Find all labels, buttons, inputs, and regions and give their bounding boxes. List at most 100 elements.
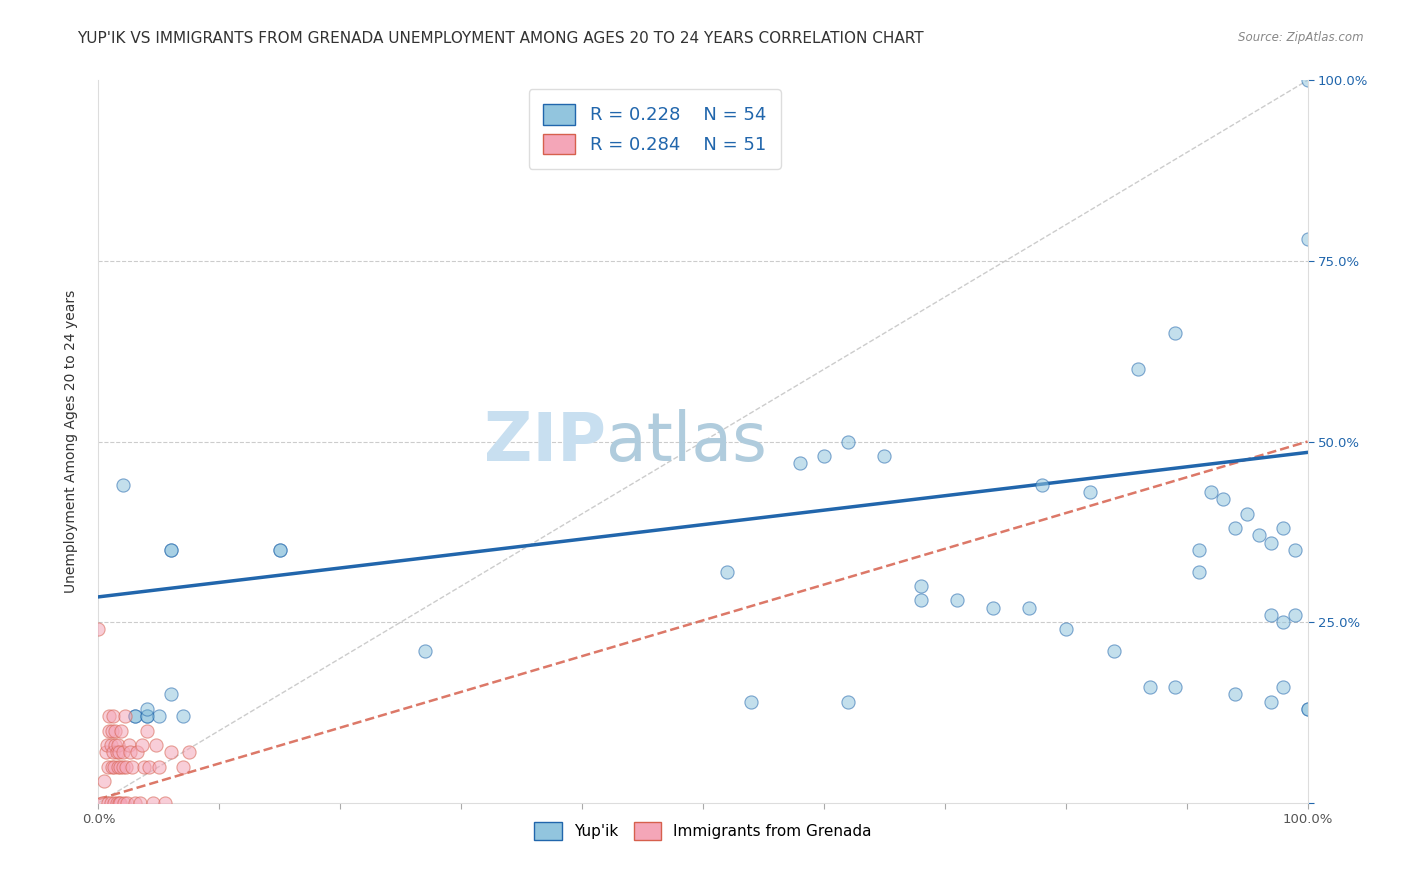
Point <box>124 709 146 723</box>
Point <box>1296 702 1319 716</box>
Point <box>107 760 129 774</box>
Point <box>179 745 201 759</box>
Point <box>837 434 859 449</box>
Point <box>105 745 128 759</box>
Point <box>1272 521 1295 535</box>
Point <box>148 760 170 774</box>
Point <box>108 796 131 810</box>
Point <box>1031 478 1053 492</box>
Point <box>124 709 146 723</box>
Point <box>1163 680 1185 694</box>
Point <box>837 695 859 709</box>
Point <box>114 709 136 723</box>
Point <box>121 760 143 774</box>
Point <box>138 760 160 774</box>
Point <box>1139 680 1161 694</box>
Point <box>1163 326 1185 340</box>
Point <box>101 709 124 723</box>
Point <box>107 738 129 752</box>
Point <box>100 760 122 774</box>
Point <box>1188 542 1211 557</box>
Point <box>100 796 122 810</box>
Point <box>269 542 291 557</box>
Point <box>1128 362 1150 376</box>
Y-axis label: Unemployment Among Ages 20 to 24 years: Unemployment Among Ages 20 to 24 years <box>63 290 77 593</box>
Point <box>1272 615 1295 630</box>
Point <box>135 709 157 723</box>
Point <box>789 456 811 470</box>
Point <box>87 623 110 637</box>
Point <box>100 738 122 752</box>
Point <box>1272 680 1295 694</box>
Point <box>910 579 932 593</box>
Point <box>103 760 125 774</box>
Point <box>1296 232 1319 246</box>
Point <box>946 593 969 607</box>
Point <box>117 796 139 810</box>
Point <box>104 723 127 738</box>
Point <box>160 542 183 557</box>
Point <box>96 738 118 752</box>
Point <box>134 760 156 774</box>
Point <box>716 565 738 579</box>
Point <box>124 796 146 810</box>
Point <box>108 745 131 759</box>
Point <box>98 723 121 738</box>
Point <box>111 745 134 759</box>
Point <box>111 478 134 492</box>
Point <box>1102 644 1125 658</box>
Point <box>172 760 194 774</box>
Point <box>115 760 138 774</box>
Point <box>108 760 131 774</box>
Point <box>153 796 176 810</box>
Text: atlas: atlas <box>606 409 768 475</box>
Point <box>103 796 125 810</box>
Point <box>135 723 157 738</box>
Point <box>108 796 131 810</box>
Point <box>97 796 120 810</box>
Point <box>131 738 153 752</box>
Point <box>1223 687 1246 701</box>
Point <box>104 738 127 752</box>
Point <box>97 760 120 774</box>
Point <box>1284 607 1306 622</box>
Point <box>269 542 291 557</box>
Point <box>1249 528 1271 542</box>
Point <box>94 745 117 759</box>
Point <box>145 738 167 752</box>
Point <box>910 593 932 607</box>
Point <box>1296 73 1319 87</box>
Point <box>1212 492 1234 507</box>
Point <box>128 796 150 810</box>
Point <box>135 702 157 716</box>
Point <box>1078 485 1101 500</box>
Point <box>1199 485 1222 500</box>
Point <box>160 745 183 759</box>
Point <box>100 723 122 738</box>
Point <box>160 687 183 701</box>
Point <box>413 644 436 658</box>
Point <box>105 796 128 810</box>
Point <box>93 774 115 789</box>
Point <box>118 738 141 752</box>
Point <box>873 449 896 463</box>
Text: ZIP: ZIP <box>484 409 606 475</box>
Point <box>142 796 165 810</box>
Point <box>1223 521 1246 535</box>
Point <box>148 709 170 723</box>
Point <box>101 745 124 759</box>
Point <box>112 796 135 810</box>
Point <box>160 542 183 557</box>
Point <box>111 760 134 774</box>
Point <box>135 709 157 723</box>
Point <box>98 709 121 723</box>
Point <box>1296 702 1319 716</box>
Point <box>91 796 114 810</box>
Point <box>1188 565 1211 579</box>
Point <box>1260 535 1282 549</box>
Point <box>1236 507 1258 521</box>
Point <box>813 449 835 463</box>
Point <box>1284 542 1306 557</box>
Point <box>127 745 149 759</box>
Point <box>172 709 194 723</box>
